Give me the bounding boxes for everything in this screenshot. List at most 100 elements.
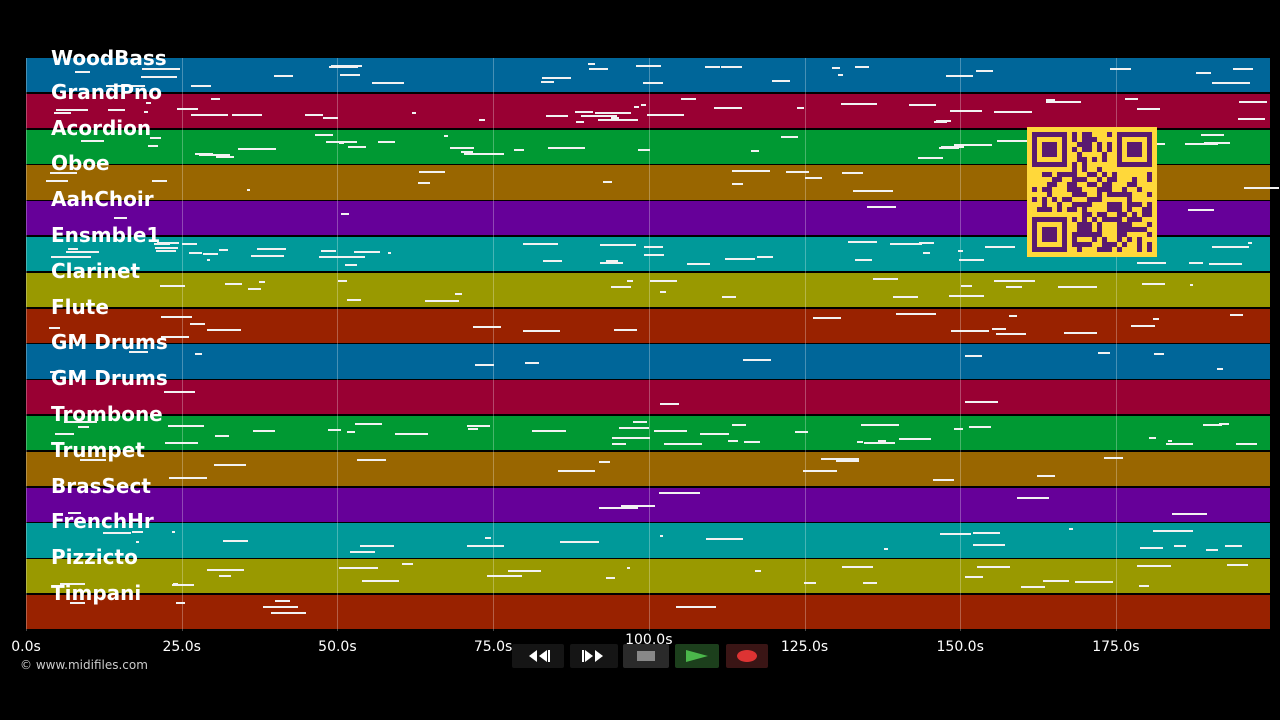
note-mark bbox=[640, 104, 646, 107]
note-mark bbox=[610, 116, 619, 119]
note-mark bbox=[467, 545, 504, 548]
note-mark bbox=[206, 568, 244, 571]
note-mark bbox=[953, 144, 992, 147]
note-mark bbox=[258, 280, 265, 283]
note-mark bbox=[598, 461, 611, 464]
note-mark bbox=[181, 243, 198, 246]
note-mark bbox=[700, 432, 730, 435]
note-mark bbox=[191, 84, 212, 87]
track-label: FrenchHr bbox=[51, 509, 154, 534]
note-mark bbox=[1209, 263, 1243, 266]
note-mark bbox=[681, 98, 697, 101]
note-mark bbox=[872, 277, 899, 280]
track-lane[interactable]: GrandPno bbox=[26, 80, 1270, 130]
note-mark bbox=[642, 81, 663, 84]
track-lane[interactable]: Clarinet bbox=[26, 259, 1270, 309]
note-mark bbox=[56, 108, 88, 111]
time-gridline bbox=[648, 58, 650, 631]
track-lane[interactable]: Pizzicto bbox=[26, 545, 1270, 595]
note-mark bbox=[250, 254, 284, 257]
note-mark bbox=[633, 421, 647, 424]
note-mark bbox=[965, 400, 999, 403]
time-gridline bbox=[181, 58, 183, 631]
note-mark bbox=[595, 111, 632, 114]
note-mark bbox=[1098, 351, 1110, 354]
track-lane[interactable]: FrenchHr bbox=[26, 509, 1270, 559]
note-mark bbox=[79, 459, 106, 462]
note-mark bbox=[820, 457, 860, 460]
note-mark bbox=[173, 582, 179, 585]
note-mark bbox=[945, 75, 974, 78]
note-mark bbox=[1171, 512, 1208, 515]
note-mark bbox=[922, 251, 930, 254]
fast-forward-button[interactable] bbox=[570, 644, 618, 668]
note-mark bbox=[546, 114, 569, 117]
note-mark bbox=[1188, 262, 1204, 264]
note-mark bbox=[206, 328, 241, 331]
note-mark bbox=[1138, 585, 1150, 588]
stop-button[interactable] bbox=[623, 644, 669, 668]
note-mark bbox=[603, 180, 613, 183]
note-mark bbox=[580, 114, 618, 117]
note-mark bbox=[837, 73, 844, 76]
track-lane[interactable]: WoodBass bbox=[26, 46, 1270, 94]
note-mark bbox=[993, 110, 1032, 113]
note-mark bbox=[463, 152, 504, 155]
note-mark bbox=[165, 442, 198, 444]
note-mark bbox=[805, 176, 823, 179]
note-mark bbox=[195, 153, 213, 156]
note-mark bbox=[199, 153, 230, 156]
note-mark bbox=[1154, 352, 1164, 355]
note-mark bbox=[621, 505, 656, 508]
note-mark bbox=[997, 140, 1028, 143]
track-lane[interactable]: GM Drums bbox=[26, 330, 1270, 380]
rewind-button[interactable] bbox=[512, 644, 564, 668]
note-mark bbox=[724, 257, 755, 260]
note-mark bbox=[610, 285, 631, 288]
note-mark bbox=[135, 541, 139, 544]
note-mark bbox=[812, 317, 841, 320]
note-mark bbox=[1216, 368, 1223, 371]
note-mark bbox=[1110, 67, 1132, 70]
note-mark bbox=[207, 258, 211, 261]
note-mark bbox=[237, 148, 276, 151]
note-mark bbox=[1219, 422, 1230, 425]
note-mark bbox=[864, 441, 895, 444]
note-mark bbox=[305, 114, 323, 117]
note-mark bbox=[961, 285, 973, 287]
note-mark bbox=[918, 241, 934, 244]
track-lane[interactable]: GM Drums bbox=[26, 366, 1270, 416]
note-mark bbox=[349, 550, 376, 553]
track-label: BrasSect bbox=[51, 473, 151, 498]
note-mark bbox=[780, 135, 799, 138]
record-button[interactable] bbox=[726, 644, 768, 668]
track-label: GM Drums bbox=[51, 366, 168, 391]
track-lane[interactable]: BrasSect bbox=[26, 474, 1270, 523]
qr-code-icon bbox=[1027, 127, 1157, 257]
note-mark bbox=[860, 424, 900, 427]
note-mark bbox=[957, 250, 964, 253]
note-mark bbox=[378, 141, 395, 144]
note-mark bbox=[1203, 141, 1230, 144]
note-mark bbox=[69, 602, 86, 605]
note-mark bbox=[263, 605, 299, 608]
note-mark bbox=[144, 110, 149, 113]
note-mark bbox=[417, 181, 431, 184]
note-mark bbox=[1046, 101, 1082, 104]
track-lane[interactable]: Trombone bbox=[26, 402, 1270, 452]
note-mark bbox=[231, 114, 262, 117]
time-tick-label: 100.0s bbox=[625, 632, 673, 644]
play-button[interactable] bbox=[675, 644, 719, 668]
note-mark bbox=[893, 296, 918, 299]
note-mark bbox=[194, 352, 203, 355]
note-mark bbox=[1188, 208, 1215, 211]
track-label: AahChoir bbox=[51, 187, 154, 212]
track-lane[interactable]: Flute bbox=[26, 295, 1270, 344]
time-gridline bbox=[493, 58, 495, 631]
track-lane[interactable]: Timpani bbox=[26, 581, 1270, 631]
note-mark bbox=[1205, 548, 1218, 551]
track-label: Flute bbox=[51, 294, 109, 319]
note-mark bbox=[771, 80, 791, 83]
note-mark bbox=[1167, 439, 1173, 442]
track-lane[interactable]: Trumpet bbox=[26, 438, 1270, 488]
